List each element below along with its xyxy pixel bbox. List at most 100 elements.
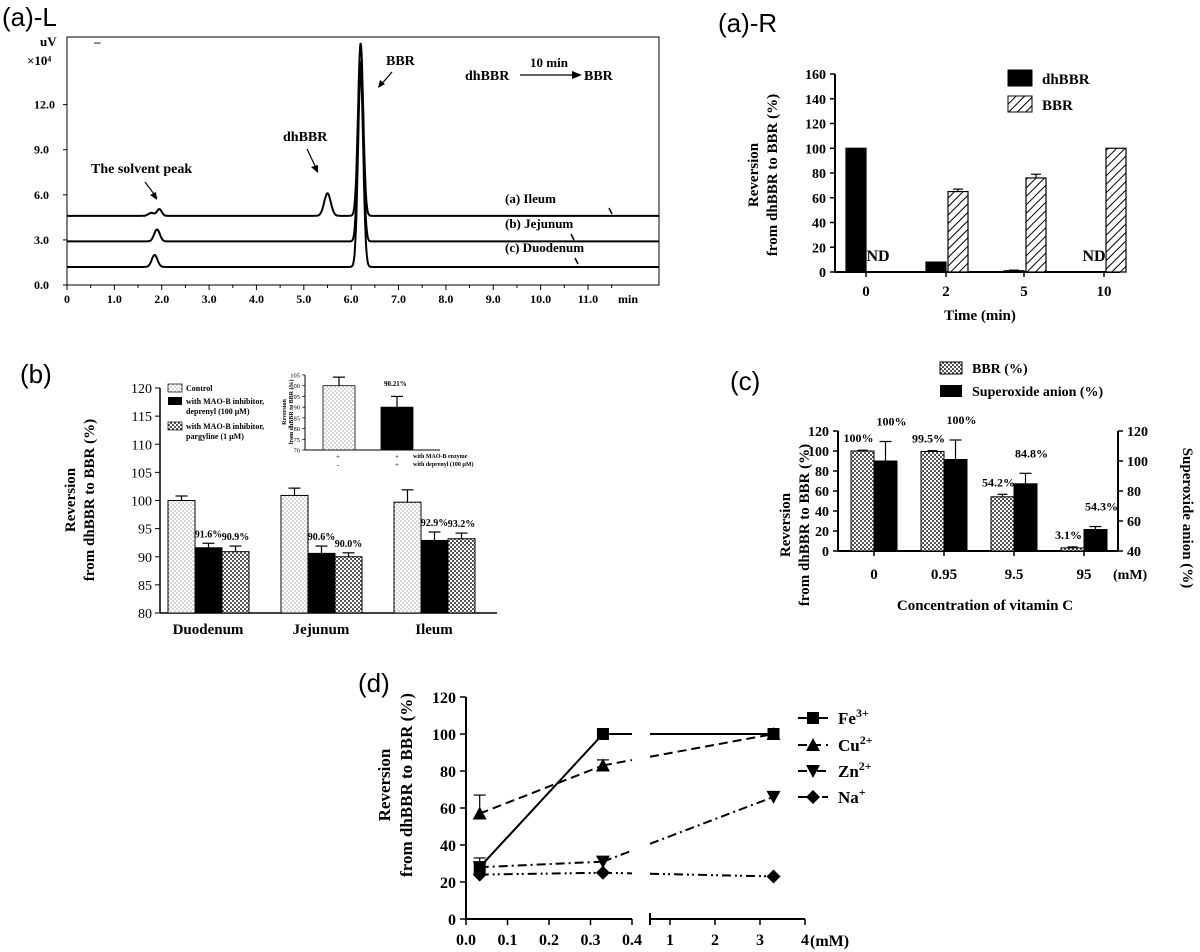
bar-b-series0	[167, 500, 196, 614]
bar-b-series0	[393, 501, 422, 614]
y-tick-label-b: 120	[131, 382, 152, 397]
legend-label-superoxide: Superoxide anion (%)	[972, 385, 1104, 400]
x-tick-label-aL: 3.0	[202, 292, 217, 306]
bar-superoxide-c	[943, 459, 968, 552]
y-tick-label-aR: 140	[805, 93, 826, 108]
x-tick-label-b: Duodenum	[173, 622, 244, 638]
y-tick-label-left-c: 40	[815, 505, 829, 520]
inset-row1-a: +	[336, 453, 340, 461]
y-tick-label-right-c: 60	[1127, 515, 1141, 530]
legend-marker-zn	[806, 765, 820, 778]
marker-cu	[472, 806, 487, 820]
inset-y-tick-label: 75	[294, 437, 301, 444]
y-tick-label-left-c: 20	[815, 525, 829, 540]
x-tick-label-d: 4	[801, 932, 809, 949]
y-tick-label-b: 105	[131, 466, 152, 481]
unit-c: (mM)	[1113, 568, 1148, 583]
legend-marker-na	[806, 790, 820, 804]
y-tick-label-b: 85	[138, 579, 152, 594]
panel-label-b: (b)	[20, 359, 52, 389]
panel-label-d: (d)	[358, 668, 390, 698]
y-tick-label-b: 100	[131, 495, 152, 510]
ylabel-line1-b: Reversion	[63, 467, 79, 532]
y-tick-label-left-c: 80	[815, 465, 829, 480]
y-tick-label-aR: 20	[812, 241, 826, 256]
bar-bbr	[1025, 177, 1047, 273]
y-tick-label-d: 80	[440, 764, 456, 781]
x-tick-label-d: 1	[666, 932, 674, 949]
data-label-bbr-c: 99.5%	[912, 432, 945, 446]
marker-na	[766, 869, 781, 884]
data-label-bbr-c: 100%	[844, 431, 874, 445]
inset-y-tick-label: 85	[294, 415, 301, 422]
legend-superscript: 2+	[860, 733, 873, 747]
ylabel-line1-c: Reversion	[778, 492, 794, 557]
inset-y-tick-label: 90	[294, 405, 301, 412]
legend-swatch-control	[167, 383, 183, 393]
legend-label-zn: Zn2+	[838, 759, 872, 781]
y-tick-label-d: 100	[432, 727, 456, 744]
x-tick-label-c: 0	[870, 567, 878, 583]
inset-y-tick-label: 100	[290, 383, 300, 390]
bar-dhbbr	[925, 261, 947, 273]
x-tick-label-d: 3	[756, 932, 764, 949]
y2label-c: Superoxide anion (%)	[1179, 448, 1195, 589]
x-tick-label-b: Jejunum	[293, 622, 350, 638]
series-line-cu	[602, 733, 774, 767]
bar-b-series0	[280, 494, 309, 614]
reaction-time: 10 min	[530, 55, 569, 70]
ylabel-line2-c: from dhBBR to BBR (%)	[797, 444, 813, 606]
ylabel-dash-aL: –	[93, 34, 101, 49]
series-line-na	[479, 871, 603, 876]
y-tick-label-right-c: 80	[1127, 485, 1141, 500]
chart-b: (b) 80 85 90 95 100 105 110 115 120 Duodenum Jejun…	[20, 359, 497, 638]
bar-superoxide-c	[873, 460, 898, 552]
y-tick-label-left-c: 60	[815, 485, 829, 500]
legend-swatch-bbr-c	[939, 361, 963, 375]
series-line-cu	[479, 764, 604, 815]
marker-cu	[595, 758, 610, 772]
bar-superoxide-c	[1083, 529, 1108, 552]
trace-label-duodenum: (c) Duodenum	[505, 240, 584, 255]
legend-superscript: 2+	[859, 759, 872, 773]
ylabel-line1-aR: Reversion	[746, 142, 762, 207]
reaction-arrowhead	[572, 71, 582, 79]
y-tick-label-left-c: 0	[822, 545, 829, 560]
data-label-b: 90.6%	[308, 532, 336, 543]
data-label-bbr-c: 54.2%	[982, 475, 1015, 489]
legend-label-na: Na+	[838, 785, 866, 807]
bbr-peak-label: BBR	[386, 54, 416, 69]
marker-cu	[766, 727, 781, 740]
data-label-superoxide-c: 100%	[877, 415, 907, 429]
legend-label-bbr: BBR	[1042, 98, 1073, 114]
y-tick-label-aL: 12.0	[34, 98, 55, 112]
legend-label-deprenyl-2: deprenyl (100 μM)	[186, 407, 250, 416]
bar-bbr-c	[920, 451, 945, 552]
y-tick-label-d: 120	[432, 690, 456, 707]
x-tick-label-aL: 0	[64, 292, 70, 306]
bar-bbr	[947, 190, 969, 273]
x-tick-label-aL: 5.0	[296, 292, 311, 306]
plot-frame-aL	[66, 36, 660, 286]
x-tick-label-d: 2	[711, 932, 719, 949]
y-tick-label-d: 20	[440, 875, 456, 892]
y-tick-label-left-c: 120	[808, 425, 829, 440]
legend-label-pargyline-1: with MAO-B inhibitor,	[186, 422, 264, 431]
x-tick-label-aL: 8.0	[438, 292, 453, 306]
legend-label-dhbbr: dhBBR	[1042, 72, 1090, 88]
bbr-arrowhead	[378, 80, 385, 88]
y-tick-label-d: 40	[440, 838, 456, 855]
x-tick-label-aL: 10.0	[530, 292, 551, 306]
x-tick-label-aL: 9.0	[486, 292, 501, 306]
bar-bbr-c	[990, 496, 1015, 552]
bar-b-series1	[307, 552, 336, 614]
trace-break-mark-1	[570, 233, 575, 241]
bar-b-series2	[447, 538, 476, 614]
inset-ylabel-2: from dhBBR to BBR (%)	[288, 380, 295, 445]
y-tick-label-right-c: 100	[1127, 455, 1148, 470]
bar-b-series1	[420, 539, 449, 614]
y-tick-label-aR: 100	[805, 142, 826, 157]
marker-na	[472, 867, 487, 882]
inset-bar	[322, 385, 356, 451]
